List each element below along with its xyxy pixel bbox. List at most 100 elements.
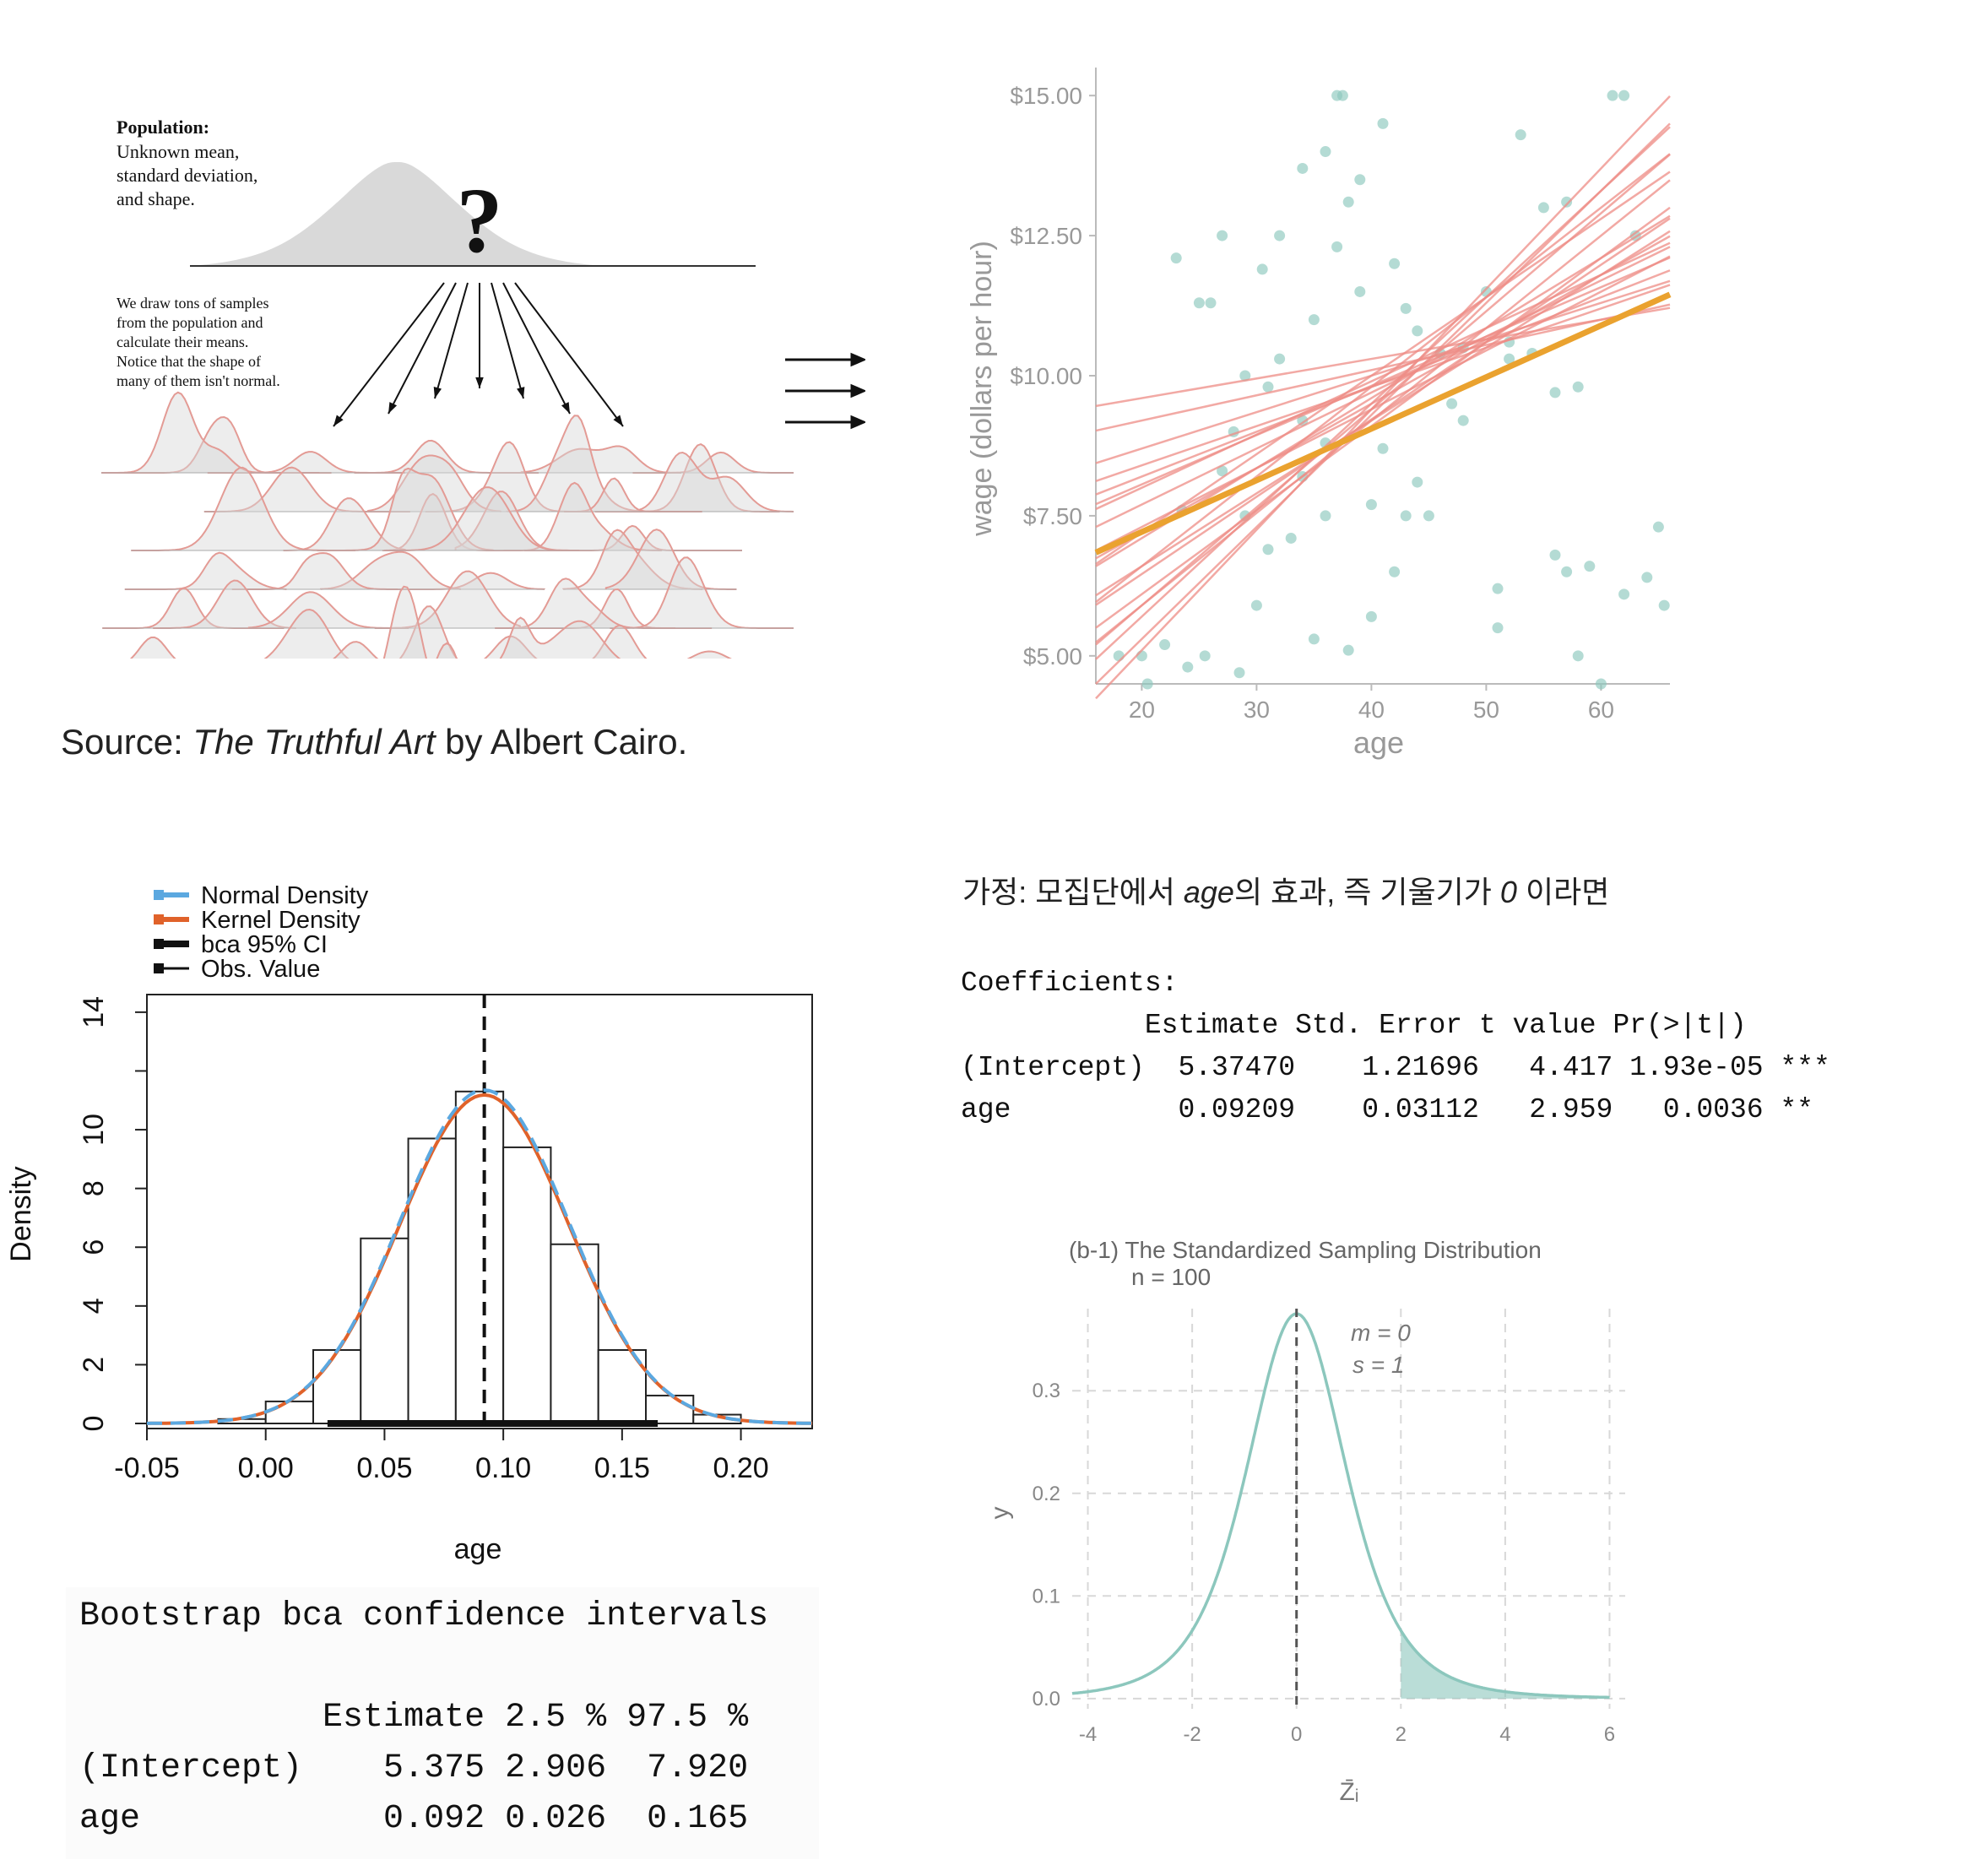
histogram-bar: [454, 1090, 505, 1424]
sample-arrow: [388, 282, 457, 415]
scatter-point: [1658, 599, 1670, 611]
x-tick-label: 30: [1244, 697, 1270, 723]
sample-regression-line: [1095, 217, 1671, 606]
y-tick-label: 2: [78, 1357, 110, 1373]
x-tick-label: 0: [1291, 1723, 1302, 1746]
coefficients-table: Coefficients: Estimate Std. Error t valu…: [961, 962, 1830, 1131]
sample-distribution: [520, 445, 681, 474]
y-axis-label: wage (dollars per hour): [966, 241, 998, 537]
hyp-zero: 0: [1499, 875, 1517, 909]
x-axis-label: age: [454, 1533, 502, 1565]
scatter-point: [1297, 162, 1309, 174]
histogram-bar: [645, 1394, 695, 1424]
sample-regression-line: [1095, 284, 1671, 482]
legend-label: Kernel Density: [201, 907, 360, 934]
sample-arrow-head: [613, 415, 623, 426]
x-tick-label: 50: [1473, 697, 1499, 723]
scatter-point: [1342, 644, 1354, 656]
scatter-point: [1308, 633, 1320, 645]
samples-desc-5: many of them isn't normal.: [117, 372, 280, 389]
sample-arrow-head: [333, 415, 344, 426]
scatter-point: [1199, 650, 1211, 662]
scatter-point: [1492, 622, 1504, 634]
scatter-point: [1217, 465, 1228, 477]
legend-label: Normal Density: [201, 882, 369, 909]
x-tick-label: 0.10: [475, 1452, 531, 1484]
sample-regression-line: [1095, 246, 1671, 529]
x-tick-label: 6: [1604, 1723, 1615, 1746]
source-caption: Source: The Truthful Art by Albert Cairo…: [61, 722, 687, 762]
scatter-point: [1354, 285, 1366, 297]
y-tick-label: 4: [78, 1298, 110, 1314]
coef-row-age: age 0.09209 0.03112 2.959 0.0036 **: [961, 1094, 1813, 1125]
y-tick-label: 0: [78, 1416, 110, 1432]
sample-distribution: [499, 616, 621, 659]
fitted-regression-line: [1094, 291, 1672, 556]
scatter-point: [1389, 258, 1401, 269]
boot-header: Estimate 2.5 % 97.5 %: [79, 1699, 749, 1737]
sample-distribution: [367, 454, 501, 512]
scatter-point: [1159, 639, 1171, 651]
histogram-bar: [264, 1400, 315, 1425]
sample-distribution: [124, 551, 287, 590]
scatter-point: [1274, 353, 1286, 365]
sample-arrow: [514, 282, 624, 427]
scatter-point: [1331, 241, 1343, 252]
sample-regression-line: [1095, 206, 1671, 629]
sample-arrow-head: [475, 377, 484, 388]
scatter-point: [1250, 599, 1262, 611]
samples-desc-3: calculate their means.: [117, 333, 248, 350]
sample-regression-line: [1095, 256, 1671, 506]
x-axis-label: age: [1353, 725, 1404, 760]
x-tick-label: -2: [1183, 1723, 1201, 1746]
sample-distribution: [686, 650, 732, 659]
samples-desc-4: Notice that the shape of: [117, 353, 261, 370]
scatter-point: [1297, 415, 1309, 426]
x-tick-label: -0.05: [114, 1452, 180, 1484]
scatter-point: [1595, 678, 1607, 690]
scatter-point: [1572, 650, 1584, 662]
scatter-point: [1412, 476, 1423, 488]
scatter-point: [1365, 610, 1377, 622]
population-curve: [190, 162, 604, 266]
scatter-point: [1549, 387, 1561, 399]
sample-distribution: [319, 550, 461, 590]
sample-arrow: [333, 282, 445, 427]
x-tick-label: 0.00: [238, 1452, 294, 1484]
y-tick-label: 0.0: [1033, 1688, 1060, 1711]
scatter-point: [1354, 174, 1366, 186]
y-tick-label: $12.50: [1010, 223, 1082, 249]
scatter-point: [1336, 89, 1348, 101]
scatter-point: [1233, 667, 1245, 679]
scatter-point: [1618, 588, 1630, 600]
hyp-var: age: [1183, 875, 1234, 909]
scatter-point: [1457, 415, 1469, 426]
sample-arrow-head: [433, 387, 442, 399]
scatter-point: [1377, 442, 1389, 454]
population-illustration: ? Population: Unknown mean, standard dev…: [101, 117, 794, 659]
sample-distribution: [562, 529, 703, 590]
plot-frame: [146, 994, 813, 1429]
legend-marker: [154, 939, 164, 949]
scatter-point: [1561, 566, 1573, 577]
hypothesis-text: 가정: 모집단에서 age의 효과, 즉 기울기가 0 이라면: [962, 868, 1609, 912]
y-axis-label: y: [986, 1507, 1014, 1520]
y-tick-label: $5.00: [1023, 643, 1082, 670]
scatter-point: [1561, 196, 1573, 208]
chart-subtitle: n = 100: [1131, 1264, 1211, 1290]
caption-prefix: Source:: [61, 722, 193, 762]
scatter-point: [1365, 499, 1377, 511]
hyp-suffix: 이라면: [1516, 875, 1610, 909]
x-tick-label: -4: [1079, 1723, 1097, 1746]
scatter-point: [1492, 583, 1504, 594]
sample-arrow-head: [388, 402, 398, 414]
sample-regression-line: [1095, 306, 1671, 408]
y-tick-label: $7.50: [1023, 503, 1082, 529]
scatter-point: [1274, 230, 1286, 241]
question-mark: ?: [457, 169, 503, 272]
scatter-point: [1412, 325, 1423, 337]
hyp-prefix: 가정: 모집단에서: [962, 875, 1184, 909]
annotation-mean: m = 0: [1351, 1320, 1411, 1346]
sample-regression-line: [1095, 255, 1671, 552]
